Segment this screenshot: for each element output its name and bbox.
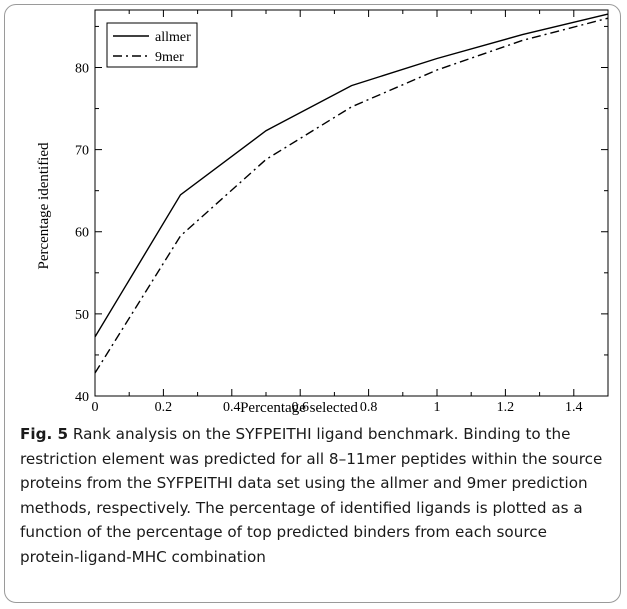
x-tick-label: 0.2 xyxy=(155,400,173,415)
plot-frame xyxy=(94,9,609,397)
legend-box xyxy=(106,22,198,68)
x-tick-label: 0.4 xyxy=(223,400,241,415)
axes: 0 0.2 0.4 0.6 0.8 1 1.2 1.4 40 50 60 70 80 xyxy=(75,9,609,415)
y-tick-label: 40 xyxy=(75,390,89,405)
y-tick-label: 60 xyxy=(75,226,89,241)
x-tick-label: 0 xyxy=(92,400,99,415)
figure-caption: Fig. 5 Rank analysis on the SYFPEITHI li… xyxy=(20,422,610,569)
y-axis-title: Percentage identified xyxy=(36,142,52,270)
x-tick-label: 1.2 xyxy=(497,400,515,415)
x-tick-label: 0.6 xyxy=(291,400,309,415)
line-chart: 0 0.2 0.4 0.6 0.8 1 1.2 1.4 40 50 60 70 80 allmer 9me… xyxy=(36,9,609,416)
legend-label-9mer: 9mer xyxy=(155,50,184,65)
x-tick-label: 0.8 xyxy=(360,400,378,415)
series-line-9mer xyxy=(94,17,609,374)
series-line-allmer xyxy=(94,13,609,338)
y-tick-label: 80 xyxy=(75,61,89,76)
x-tick-label: 1 xyxy=(434,400,441,415)
x-tick-label: 1.4 xyxy=(565,400,583,415)
legend: allmer 9mer xyxy=(106,22,198,68)
series-lines xyxy=(94,13,609,374)
figure-frame xyxy=(4,4,621,603)
caption-label: Fig. 5 xyxy=(20,425,69,443)
legend-label-allmer: allmer xyxy=(155,30,191,45)
y-tick-label: 70 xyxy=(75,144,89,159)
caption-text: Rank analysis on the SYFPEITHI ligand be… xyxy=(20,425,603,566)
x-axis-title: Percentage selected xyxy=(240,400,358,416)
y-tick-label: 50 xyxy=(75,308,89,323)
